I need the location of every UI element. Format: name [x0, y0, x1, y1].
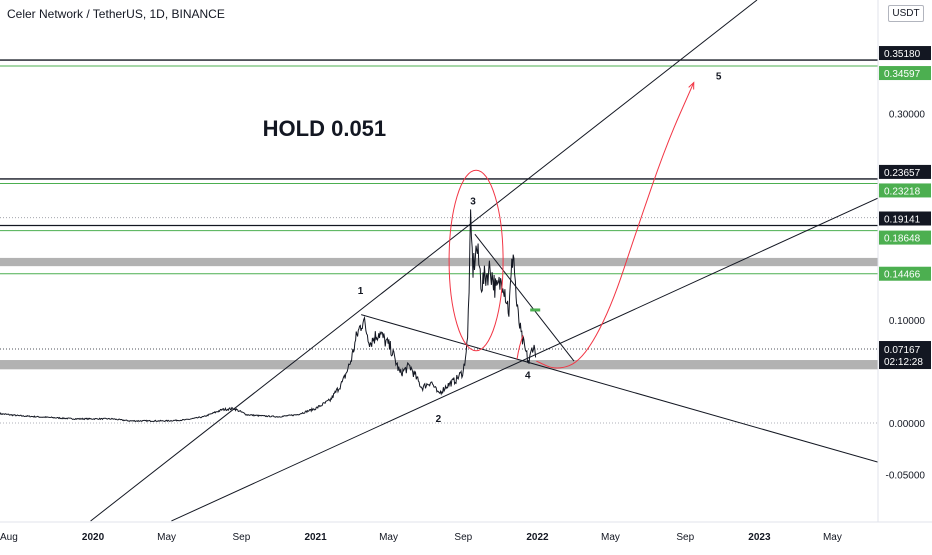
y-tick-label: 0.10000 [889, 316, 926, 327]
x-tick-label: 2021 [304, 532, 327, 543]
chart-title: Celer Network / TetherUS, 1D, BINANCE [7, 7, 225, 21]
x-tick-label: Sep [232, 532, 250, 543]
projection-curve[interactable] [535, 82, 695, 369]
hold-annotation: HOLD 0.051 [263, 116, 387, 141]
x-tick-label: Aug [0, 532, 18, 543]
wave4-arrow [516, 335, 524, 360]
x-tick-label: May [601, 532, 620, 543]
price-level-badge-2[interactable] [879, 164, 931, 179]
x-tick-label: 2023 [748, 532, 771, 543]
price-level-badge-4[interactable] [879, 211, 931, 226]
trendline-2[interactable] [361, 314, 878, 463]
price-level-label-3: 0.23218 [884, 186, 921, 197]
price-level-badge-1[interactable] [879, 66, 931, 81]
price-level-label-5: 0.18648 [884, 234, 921, 245]
trendline-group [90, 0, 878, 522]
x-tick-label: Sep [676, 532, 694, 543]
y-tick-label: -0.05000 [886, 471, 926, 482]
wave-label-2: 2 [436, 414, 442, 425]
trendline-3[interactable] [474, 233, 575, 362]
price-level-label-2: 0.23657 [884, 168, 921, 179]
x-tick-label: 2020 [82, 532, 105, 543]
x-tick-label: May [157, 532, 176, 543]
price-level-badge-6[interactable] [879, 266, 931, 281]
y-tick-label: 0.00000 [889, 419, 926, 430]
zone-band-0[interactable] [0, 257, 878, 267]
x-tick-label: Sep [454, 532, 472, 543]
currency-badge[interactable]: USDT [888, 5, 924, 22]
y-tick-label: 0.30000 [889, 109, 926, 120]
projection-arrowhead [688, 81, 695, 90]
x-tick-label: 2022 [526, 532, 549, 543]
price-level-badge-0[interactable] [879, 46, 931, 61]
wave-label-5: 5 [716, 71, 722, 82]
price-level-label-0: 0.35180 [884, 49, 921, 60]
price-level-badge-5[interactable] [879, 230, 931, 245]
price-level-label-4: 0.19141 [884, 215, 921, 226]
current-price-badge[interactable] [879, 341, 931, 370]
price-level-badge-3[interactable] [879, 183, 931, 198]
wave-label-4: 4 [525, 371, 531, 382]
x-tick-label: May [379, 532, 398, 543]
price-level-label-1: 0.34597 [884, 69, 921, 80]
wave3-ellipse[interactable] [448, 169, 504, 352]
position-marker[interactable] [530, 308, 541, 312]
trendline-1[interactable] [171, 197, 878, 522]
wave-label-1: 1 [358, 286, 364, 297]
price-level-label-6: 0.14466 [884, 270, 921, 281]
x-tick-label: May [823, 532, 842, 543]
zone-band-1[interactable] [0, 360, 878, 370]
price-line[interactable] [0, 209, 537, 423]
trendline-0[interactable] [90, 0, 758, 522]
countdown-label: 02:12:28 [884, 357, 923, 368]
current-price-label: 0.07167 [884, 345, 921, 356]
wave-label-3: 3 [470, 196, 476, 207]
